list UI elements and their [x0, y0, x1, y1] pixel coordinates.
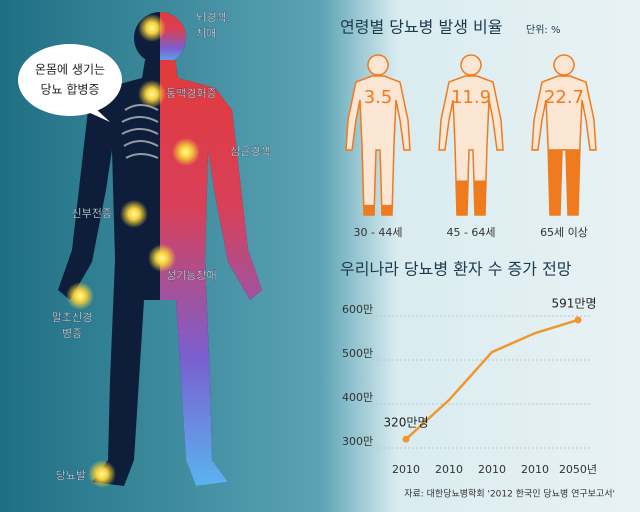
figure-body: [532, 55, 596, 215]
glow-spot: [120, 200, 148, 228]
value-label: 11.9: [451, 87, 491, 108]
complication-label: 동맥경화증: [166, 87, 217, 100]
bubble-text: 온몸에 생기는: [35, 63, 105, 77]
complication-label: 성기능장애: [166, 269, 217, 282]
glow-spot: [172, 138, 200, 166]
complication-label: 병증: [62, 327, 82, 340]
glow-spot: [88, 460, 116, 488]
speech-bubble-tail: [88, 108, 110, 122]
value-label: 320만명: [384, 416, 429, 430]
y-tick-label: 300만: [342, 435, 373, 448]
complication-label: 말초신경: [52, 311, 92, 324]
unit-label: 단위: %: [526, 23, 560, 36]
x-tick-label: 2010: [478, 463, 506, 476]
category-label: 30 - 44세: [353, 226, 402, 239]
complication-label: 치매: [196, 27, 216, 40]
glow-spot: [66, 282, 94, 310]
point: [402, 435, 410, 443]
y-tick-label: 500만: [342, 347, 373, 360]
complication-label: 심근경색: [230, 145, 270, 158]
value-label: 3.5: [364, 87, 393, 108]
figure-outline: [345, 54, 411, 216]
line-series: [405, 318, 579, 441]
complication-label: 신부전증: [72, 207, 112, 220]
chart-title: 우리나라 당뇨병 환자 수 증가 전망: [340, 260, 572, 279]
category-label: 45 - 64세: [446, 226, 495, 239]
glow-spot: [138, 80, 166, 108]
x-tick-label: 2010: [392, 463, 420, 476]
glow-spot: [138, 14, 166, 42]
complication-label: 당뇨발: [56, 469, 86, 482]
x-tick-label: 2010: [521, 463, 549, 476]
point: [574, 316, 582, 324]
chart-title: 연령별 당뇨병 발생 비율: [340, 18, 502, 37]
x-tick-label: 2050년: [559, 463, 597, 476]
x-tick-label: 2010: [435, 463, 463, 476]
value-label: 591만명: [552, 296, 597, 310]
glow-spot: [148, 244, 176, 272]
category-label: 65세 이상: [540, 226, 588, 239]
bubble-text: 당뇨 합병증: [40, 83, 99, 97]
value-label: 22.7: [544, 87, 584, 108]
speech-bubble: [18, 44, 122, 116]
figure-body: [439, 55, 503, 215]
figure-outline: [438, 54, 504, 216]
figure-outline: [531, 54, 597, 216]
figure-body: [346, 55, 410, 215]
ribs: [121, 104, 159, 159]
complication-label: 뇌경색,: [196, 11, 230, 24]
y-tick-label: 400만: [342, 391, 373, 404]
source: 자료: 대한당뇨병학회 '2012 한국인 당뇨병 연구보고서': [404, 489, 615, 500]
y-tick-label: 600만: [342, 303, 373, 316]
